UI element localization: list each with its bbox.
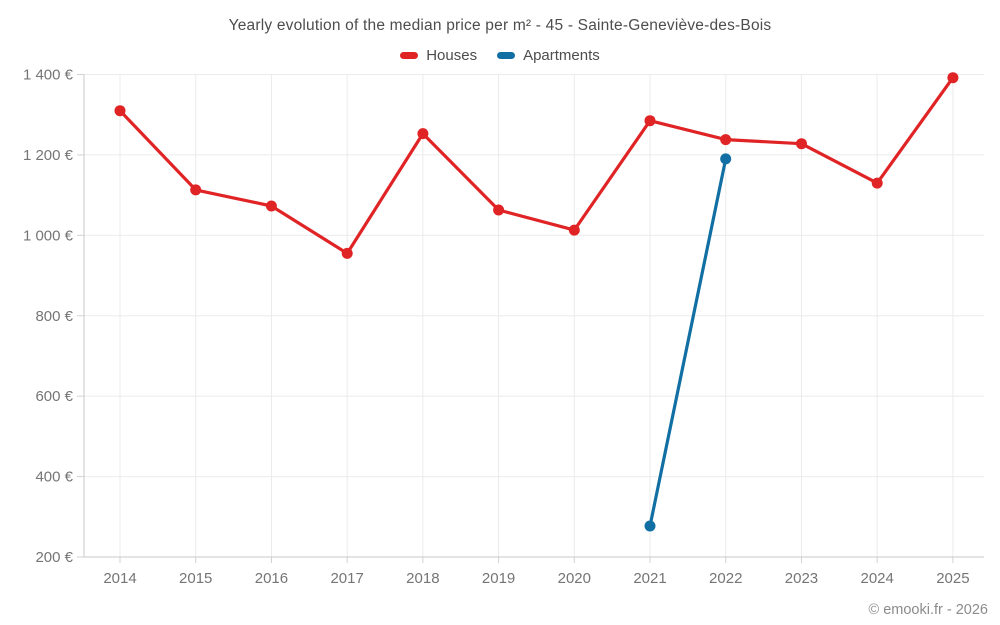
x-tick-label: 2020 [558, 570, 591, 587]
apartments-line [648, 157, 728, 528]
legend-label-apartments: Apartments [523, 47, 600, 64]
houses-point [190, 184, 202, 196]
chart-title: Yearly evolution of the median price per… [228, 17, 772, 34]
x-tick-label: 2021 [633, 570, 666, 587]
x-tick-label: 2017 [330, 570, 363, 587]
houses-series-swatch-icon [400, 52, 419, 59]
x-tick-label: 2025 [936, 570, 969, 587]
x-tick-label: 2024 [860, 570, 893, 587]
x-tick-label: 2015 [179, 570, 212, 587]
y-tick-label: 800 € [35, 308, 73, 325]
x-tick-label: 2019 [482, 570, 515, 587]
copyright-footer: © emooki.fr - 2026 [868, 602, 988, 618]
apartments-point [720, 153, 732, 165]
legend-label-houses: Houses [426, 47, 478, 64]
houses-point [871, 177, 883, 189]
houses-point [417, 128, 429, 140]
houses-point [796, 138, 807, 150]
apartments-series-swatch-icon [497, 52, 516, 59]
houses-point [265, 200, 277, 212]
houses-point [568, 224, 580, 236]
houses-point [341, 247, 353, 259]
houses-point [947, 72, 959, 84]
chart-legend: Houses Apartments [0, 47, 1000, 64]
y-tick-label: 1 200 € [23, 147, 74, 164]
y-tick-label: 1 400 € [23, 67, 74, 84]
y-tick-label: 400 € [35, 469, 73, 486]
apartments-point [644, 520, 656, 532]
houses-point [644, 115, 656, 127]
y-tick-label: 600 € [35, 388, 73, 405]
houses-line [118, 76, 955, 255]
x-tick-label: 2023 [785, 570, 818, 587]
houses-point [720, 134, 732, 146]
houses-point [114, 105, 126, 117]
x-tick-label: 2022 [709, 570, 742, 587]
x-tick-label: 2016 [255, 570, 288, 587]
legend-item-apartments[interactable]: Apartments [497, 47, 600, 64]
y-tick-label: 1 000 € [23, 227, 74, 244]
legend-item-houses[interactable]: Houses [400, 47, 477, 64]
y-tick-label: 200 € [35, 549, 73, 566]
x-tick-label: 2018 [406, 570, 439, 587]
houses-point [493, 204, 505, 216]
x-tick-label: 2014 [103, 570, 136, 587]
